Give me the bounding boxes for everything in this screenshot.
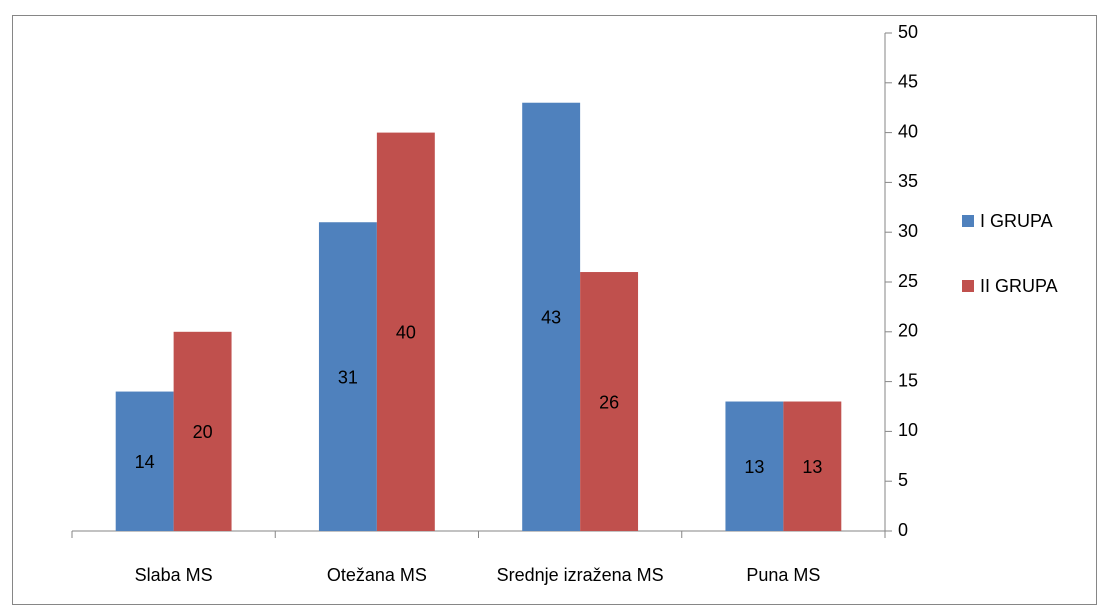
data-label: 13 — [744, 457, 764, 477]
y-tick-label: 40 — [898, 121, 918, 141]
data-label: 40 — [396, 323, 416, 343]
y-tick-label: 35 — [898, 171, 918, 191]
bar — [783, 401, 842, 531]
legend-label: I GRUPA — [980, 211, 1053, 231]
y-tick-label: 45 — [898, 72, 918, 92]
y-tick-label: 0 — [898, 520, 908, 540]
data-label: 26 — [599, 392, 619, 412]
x-tick-label: Srednje izražena MS — [497, 565, 664, 585]
data-label: 20 — [193, 422, 213, 442]
y-tick-label: 30 — [898, 221, 918, 241]
bar — [115, 391, 174, 531]
y-tick-label: 5 — [898, 470, 908, 490]
y-tick-label: 15 — [898, 370, 918, 390]
bar — [580, 272, 639, 531]
data-label: 31 — [338, 367, 358, 387]
y-tick-label: 20 — [898, 321, 918, 341]
bar — [522, 102, 581, 531]
data-label: 14 — [135, 452, 155, 472]
y-tick-label: 10 — [898, 420, 918, 440]
x-tick-label: Slaba MS — [135, 565, 213, 585]
bar — [318, 222, 377, 532]
legend-swatch — [962, 215, 974, 227]
data-label: 13 — [802, 457, 822, 477]
bar — [173, 331, 232, 531]
y-tick-label: 25 — [898, 271, 918, 291]
legend-label: II GRUPA — [980, 276, 1058, 296]
legend-swatch — [962, 280, 974, 292]
x-tick-label: Otežana MS — [327, 565, 427, 585]
y-tick-label: 50 — [898, 22, 918, 42]
data-label: 43 — [541, 308, 561, 328]
bar — [376, 132, 435, 531]
x-tick-label: Puna MS — [746, 565, 820, 585]
bar — [725, 401, 784, 531]
